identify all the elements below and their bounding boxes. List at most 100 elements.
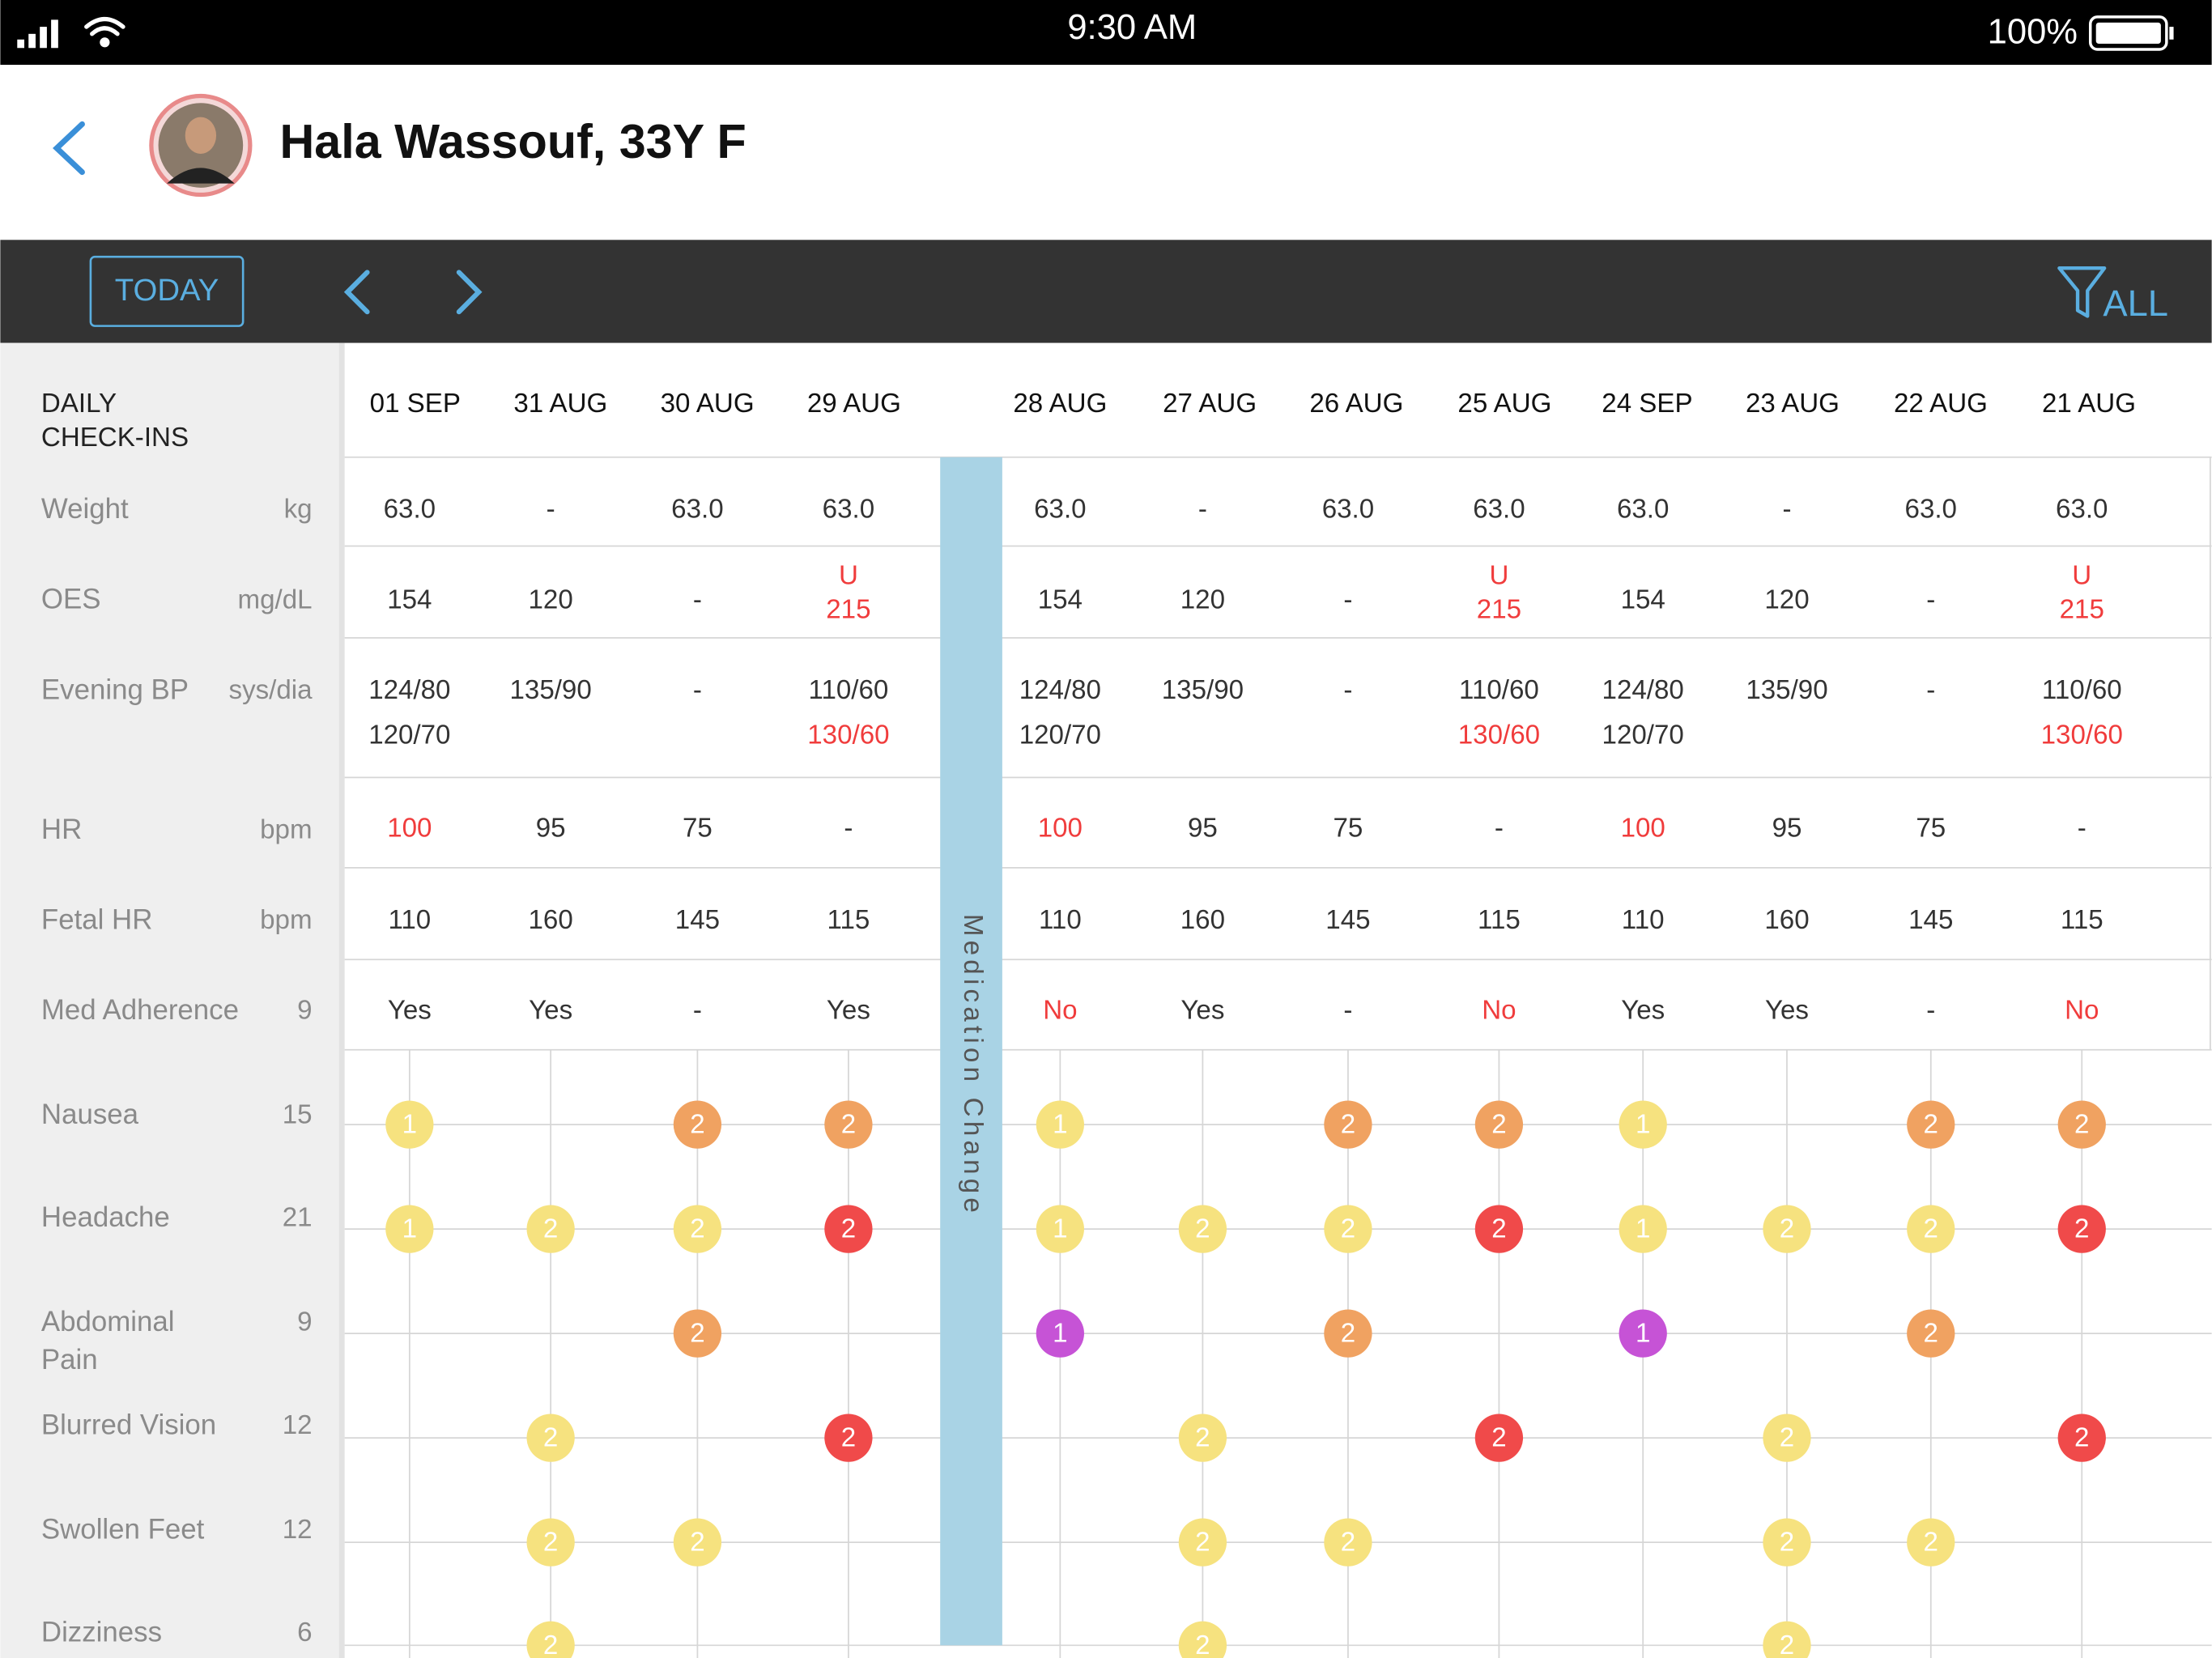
date-header: 27 AUG — [1163, 389, 1257, 419]
status-bar — [0, 0, 2212, 66]
severity-dot — [1036, 1205, 1084, 1253]
severity-value: 2 — [690, 1528, 704, 1558]
severity-value: 1 — [1053, 1319, 1067, 1349]
symptom-label: Blurred Vision — [41, 1409, 216, 1440]
cell-value: 63.0 — [1473, 495, 1525, 525]
cell-value: - — [1782, 495, 1791, 525]
severity-value: 1 — [1053, 1110, 1067, 1140]
symptom-label: Nausea — [41, 1099, 139, 1130]
severity-dot — [1619, 1100, 1667, 1149]
severity-value: 2 — [841, 1214, 856, 1244]
today-button[interactable] — [89, 255, 245, 327]
cell-value: 154 — [1621, 585, 1665, 614]
severity-dot — [673, 1100, 722, 1149]
cell-value: 63.0 — [823, 495, 874, 525]
symptom-count: 15 — [283, 1099, 313, 1129]
cell-value: - — [693, 675, 702, 705]
cell-value: - — [547, 495, 555, 525]
prev-button[interactable] — [343, 270, 370, 315]
severity-dot — [1907, 1518, 1955, 1567]
date-header: 25 AUG — [1457, 389, 1551, 419]
severity-value: 2 — [543, 1528, 558, 1558]
sidebar-edge — [338, 342, 345, 1658]
date-header: 28 AUG — [1013, 389, 1107, 419]
filter-icon[interactable] — [2057, 266, 2107, 318]
row-label: Evening BP — [41, 674, 189, 705]
corner-label: DAILY — [41, 389, 117, 419]
cell-value: 135/90 — [1162, 675, 1244, 705]
cell-value: 75 — [1916, 814, 1946, 844]
wifi-icon — [84, 16, 125, 48]
severity-value: 2 — [1341, 1110, 1355, 1140]
severity-dot — [2057, 1414, 2106, 1462]
severity-dot — [1619, 1309, 1667, 1358]
severity-dot — [526, 1205, 575, 1253]
cell-value: - — [1343, 995, 1352, 1025]
cell-value: 100 — [387, 814, 432, 844]
severity-dot — [824, 1100, 873, 1149]
cell-value: 63.0 — [384, 495, 436, 525]
medication-divider — [940, 457, 1002, 1646]
severity-value: 2 — [841, 1423, 856, 1453]
cell-value: 110/60 — [809, 675, 889, 705]
severity-value: 2 — [1341, 1528, 1355, 1558]
row-unit: bpm — [260, 814, 312, 844]
severity-dot — [526, 1621, 575, 1658]
cell-value: 63.0 — [1905, 495, 1957, 525]
cell-value: 120 — [529, 585, 573, 614]
severity-value: 2 — [1924, 1214, 1938, 1244]
severity-dot — [385, 1205, 434, 1253]
severity-dot — [1474, 1100, 1524, 1149]
date-header: 23 AUG — [1746, 389, 1840, 419]
date-header: 24 SEP — [1602, 389, 1692, 419]
severity-dot — [824, 1414, 873, 1462]
cell-value: - — [844, 814, 853, 844]
severity-value: 2 — [2074, 1110, 2089, 1140]
symptom-count: 12 — [283, 1410, 313, 1440]
cell-value: No — [1043, 995, 1077, 1025]
date-header: 29 AUG — [807, 389, 901, 419]
date-header: 31 AUG — [513, 389, 607, 419]
next-button[interactable] — [456, 270, 483, 315]
severity-value: 2 — [543, 1630, 558, 1658]
cell-value: No — [2065, 995, 2099, 1025]
cell-value: Yes — [388, 995, 432, 1025]
date-header: 26 AUG — [1309, 389, 1403, 419]
today-label[interactable]: TODAY — [115, 273, 219, 308]
date-header: 01 SEP — [370, 389, 461, 419]
cell-value: U — [2072, 561, 2091, 591]
cell-value: 160 — [1180, 905, 1225, 935]
cell-value: 63.0 — [1034, 495, 1086, 525]
severity-value: 2 — [1780, 1423, 1794, 1453]
cell-value: 115 — [2061, 905, 2104, 935]
filter-label[interactable]: ALL — [2103, 283, 2168, 324]
back-button[interactable] — [53, 121, 85, 176]
cell-value: 120/70 — [1602, 721, 1684, 750]
severity-value: 2 — [1924, 1110, 1938, 1140]
severity-dot — [1763, 1621, 1811, 1658]
cell-value: 145 — [1325, 905, 1370, 935]
cell-value: 135/90 — [1746, 675, 1827, 705]
cell-value: Yes — [529, 995, 572, 1025]
severity-value: 1 — [402, 1110, 417, 1140]
cell-value: 120/70 — [368, 721, 450, 750]
severity-value: 2 — [1341, 1214, 1355, 1244]
severity-dot — [1763, 1414, 1811, 1462]
date-header: 30 AUG — [661, 389, 755, 419]
cell-value: U — [1489, 561, 1508, 591]
cell-value: - — [1343, 585, 1352, 614]
severity-dot — [1474, 1205, 1524, 1253]
cell-value: - — [1343, 675, 1352, 705]
cell-value: 145 — [675, 905, 720, 935]
cell-value: 110/60 — [2042, 675, 2122, 705]
severity-value: 2 — [1924, 1319, 1938, 1349]
cell-value: Yes — [1765, 995, 1809, 1025]
symptom-count: 12 — [283, 1515, 313, 1545]
cell-value: - — [1495, 814, 1504, 844]
cell-value: 124/80 — [1602, 675, 1684, 705]
cell-value: 215 — [1477, 594, 1521, 624]
header — [0, 65, 2212, 240]
severity-dot — [1907, 1205, 1955, 1253]
severity-value: 1 — [1636, 1110, 1650, 1140]
